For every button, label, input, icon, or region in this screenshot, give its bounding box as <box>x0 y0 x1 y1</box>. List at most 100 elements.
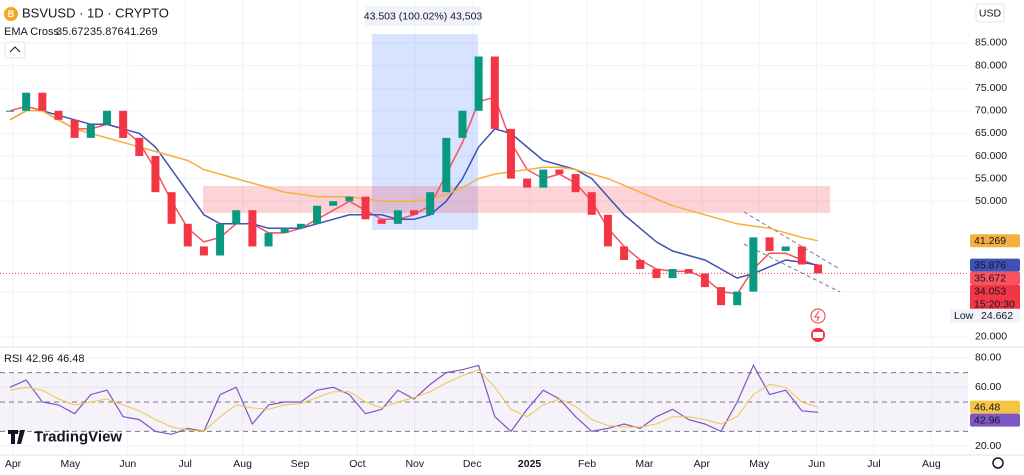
candle <box>22 92 31 111</box>
y-tick-label: 50.000 <box>975 195 1007 207</box>
line-series <box>9 110 819 279</box>
currency-label: USD <box>979 7 1002 19</box>
y-tick-label: 75.000 <box>975 82 1007 94</box>
settings-icon[interactable] <box>992 457 1004 469</box>
zone-box <box>203 186 830 213</box>
symbol-icon <box>4 7 18 21</box>
y-tick-label: 20.00 <box>975 440 1001 452</box>
price-label: 41.269 <box>974 235 1006 247</box>
candle <box>167 192 176 224</box>
candle <box>345 196 354 202</box>
x-tick-label: Aug <box>233 458 252 470</box>
indicator-name[interactable]: EMA Cross <box>4 26 60 38</box>
candle <box>199 246 208 256</box>
y-tick-label: 60.00 <box>975 381 1001 393</box>
candle <box>248 210 257 247</box>
plot-layer <box>0 56 968 435</box>
line-series <box>9 110 819 242</box>
event-glyph <box>813 332 823 338</box>
candle <box>733 291 742 306</box>
low-label-bg <box>950 308 1020 323</box>
measure-label-bg <box>365 6 481 26</box>
candle <box>183 223 192 247</box>
candle <box>781 246 790 251</box>
trend-line <box>743 211 839 269</box>
candle <box>70 119 79 138</box>
x-tick-label: 2025 <box>518 458 542 470</box>
rsi-value: 42.96 <box>26 353 54 365</box>
candle <box>506 128 515 179</box>
rsi-label-bg <box>970 400 1020 414</box>
x-tick-label: Dec <box>463 458 482 470</box>
price-label: 35.672 <box>974 272 1006 284</box>
candle <box>797 246 806 265</box>
x-tick-label: Mar <box>635 458 654 470</box>
candle <box>749 237 758 292</box>
candle <box>587 192 596 215</box>
candle <box>54 110 63 120</box>
candle <box>814 264 822 274</box>
rsi-label: 42.96 <box>974 414 1000 426</box>
candle <box>393 210 402 224</box>
candle <box>603 214 612 247</box>
alert-icon[interactable] <box>810 308 826 324</box>
y-tick-label: 80.000 <box>975 59 1007 71</box>
grid-layer <box>0 0 968 455</box>
candle <box>474 56 483 111</box>
price-label-bg <box>970 284 1020 311</box>
price-label: 35.876 <box>974 259 1006 271</box>
symbol-icon-glyph: B <box>8 9 15 19</box>
collapse-button[interactable] <box>4 41 26 59</box>
candle <box>296 223 305 229</box>
candle <box>684 269 693 274</box>
x-tick-label: Sep <box>291 458 310 470</box>
low-value: 24.662 <box>981 310 1013 322</box>
y-tick-label: 85.000 <box>975 37 1007 49</box>
candle <box>765 237 774 251</box>
candle <box>523 178 532 188</box>
indicator-value: 35.672 <box>56 26 90 38</box>
y-tick-label: 80.00 <box>975 352 1001 364</box>
price-label-bg <box>970 234 1020 248</box>
line-series <box>9 363 819 435</box>
candle <box>135 137 144 156</box>
brand-name: TradingView <box>34 428 122 445</box>
candle <box>119 110 128 138</box>
collapse-icon <box>9 46 21 53</box>
candle <box>216 223 225 256</box>
currency-button[interactable] <box>975 3 1005 23</box>
candle <box>38 92 47 111</box>
x-tick-label: May <box>60 458 81 470</box>
candle <box>426 192 435 215</box>
symbol-title[interactable]: BSVUSD · 1D · CRYPTO <box>22 5 169 20</box>
price-label-bg <box>970 271 1020 285</box>
candle <box>377 219 386 224</box>
candle <box>86 124 95 138</box>
candle <box>458 110 467 138</box>
price-label-bg <box>970 258 1020 272</box>
x-tick-label: Oct <box>349 458 365 470</box>
x-tick-label: Jul <box>178 458 191 470</box>
candle <box>361 196 370 220</box>
x-tick-label: May <box>749 458 770 470</box>
x-tick-label: Nov <box>405 458 424 470</box>
candle <box>442 137 451 193</box>
candle <box>410 210 418 215</box>
rsi-title: RSI <box>4 353 22 365</box>
rsi-label: 46.48 <box>974 401 1000 413</box>
candle <box>264 232 273 247</box>
candle <box>232 210 241 224</box>
price-label: 34.053 <box>974 285 1006 297</box>
y-tick-label: 60.000 <box>975 150 1007 162</box>
x-tick-label: Jun <box>808 458 825 470</box>
trend-line <box>743 243 841 293</box>
indicator-value: 41.269 <box>124 26 158 38</box>
candle <box>652 269 661 279</box>
low-label: Low <box>954 310 974 322</box>
candle <box>700 273 709 288</box>
y-tick-label: 65.000 <box>975 127 1007 139</box>
candle <box>329 201 338 206</box>
candle <box>571 174 580 193</box>
